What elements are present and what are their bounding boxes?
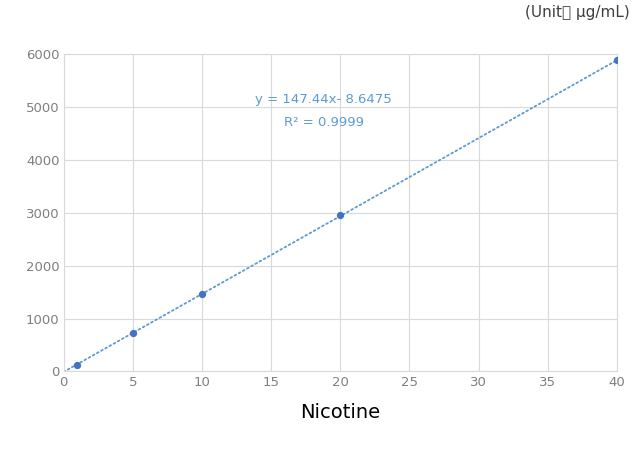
Point <box>73 361 83 368</box>
Point <box>197 290 207 298</box>
Text: y = 147.44x- 8.6475
R² = 0.9999: y = 147.44x- 8.6475 R² = 0.9999 <box>255 93 392 130</box>
X-axis label: Nicotine: Nicotine <box>300 403 380 421</box>
Point <box>335 211 345 218</box>
Text: (Unit： μg/mL): (Unit： μg/mL) <box>525 5 630 19</box>
Point <box>128 329 138 337</box>
Point <box>612 57 622 64</box>
